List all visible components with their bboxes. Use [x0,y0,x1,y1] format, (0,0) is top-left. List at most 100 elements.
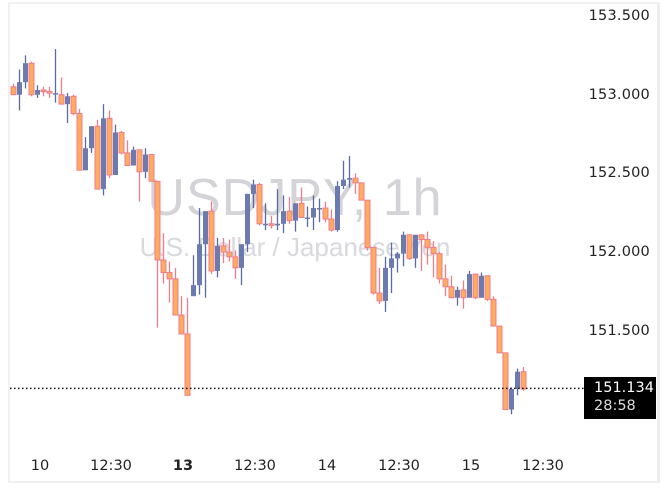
price-tick-label: 153.000 [588,86,650,103]
candle-down [406,234,413,259]
time-tick-label: 12:30 [522,458,564,474]
candle-up [143,154,148,172]
candle-down [424,239,431,248]
candle-down [124,152,131,167]
candle-up [197,244,202,286]
candle-down [520,371,527,390]
candle-down [184,333,191,396]
candle-up [263,223,268,226]
candle-down [286,210,293,222]
candle-up [455,289,460,298]
candle-down [40,89,47,93]
candle-up [401,234,406,254]
candle-down [220,245,227,253]
candle-up [23,63,28,83]
candle-down [370,246,377,294]
candle-down [226,251,233,258]
candle-down [172,278,179,316]
candle-down [256,183,263,225]
chart-frame[interactable] [8,2,660,483]
price-tick-label: 152.500 [588,165,650,182]
candle-up [413,234,418,259]
candle-up [281,211,286,224]
candle-down [484,275,491,300]
candle-down [442,278,449,288]
candle-down [430,246,437,255]
candle-up [53,93,58,95]
candle-down [46,91,53,94]
candle-down [472,273,479,299]
candle-down [460,289,467,299]
bar-countdown: 28:58 [594,398,636,415]
candle-down [490,298,497,327]
candle-up [311,208,316,218]
candle-up [275,223,280,226]
candle-down [496,325,503,354]
candle-up [305,217,310,219]
candle-up [395,253,400,259]
candle-up [89,126,94,149]
time-tick-label: 14 [317,458,337,474]
candle-up [335,185,340,231]
last-price-value: 151.134 [594,380,654,397]
candle-down [502,352,509,410]
candle-down [436,253,443,280]
candle-up [215,245,220,271]
candle-down [70,95,77,115]
last-price-label: 151.134 28:58 [584,377,656,420]
candle-down [358,182,365,201]
candle-down [166,272,173,280]
candle-up [203,211,208,245]
candle-series [10,49,527,415]
candle-down [178,314,185,335]
candle-up [251,184,256,194]
candle-up [341,179,346,186]
candle-up [239,244,244,268]
time-tick-label: 10 [30,458,50,474]
candle-down [118,131,125,154]
candle-down [58,94,65,105]
candle-up [65,96,70,105]
candle-down [352,177,359,184]
candle-up [509,389,514,410]
candle-up [293,203,298,221]
candle-down [106,117,113,176]
candle-up [17,82,22,95]
time-tick-label: 12:30 [378,458,420,474]
candle-down [28,62,35,96]
candle-down [76,113,83,171]
time-tick-label: 15 [461,458,481,474]
candle-down [148,154,155,182]
candle-up [317,208,322,210]
candle-up [35,89,40,95]
candle-up [383,267,388,301]
candle-up [191,285,196,297]
time-tick-label: 12:30 [234,458,276,474]
candle-up [515,371,520,390]
candle-down [322,207,329,220]
candle-down [376,292,383,302]
candle-down [94,125,101,190]
candle-down [136,149,143,173]
candle-up [479,275,484,298]
candle-down [364,199,371,248]
price-tick-label: 151.500 [588,322,650,339]
candle-up [347,178,352,180]
price-tick-label: 153.500 [588,8,650,24]
time-tick-label: 13 [172,458,194,474]
candle-down [154,180,161,261]
candle-up [131,149,136,166]
candle-down [298,202,305,218]
candle-up [101,118,106,190]
candle-down [268,223,275,226]
candle-down [448,286,455,299]
candle-up [113,132,118,175]
candle-up [389,258,394,268]
candle-up [467,274,472,298]
candle-down [208,210,215,272]
time-tick-label: 12:30 [90,458,132,474]
candle-down [232,256,239,269]
candle-down [160,259,167,274]
candle-up [83,148,88,171]
